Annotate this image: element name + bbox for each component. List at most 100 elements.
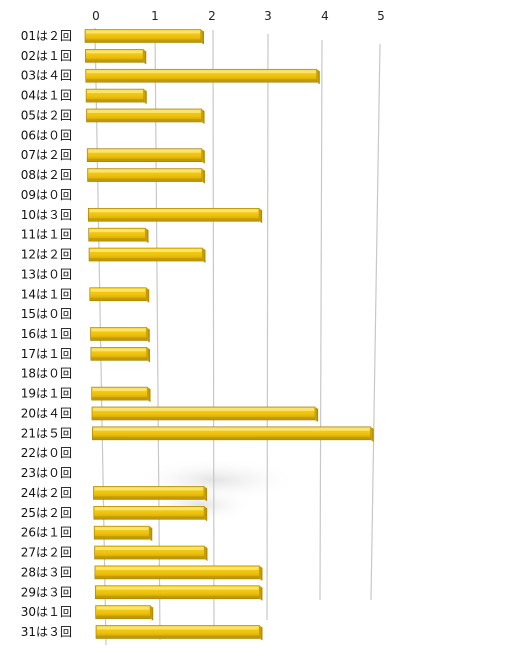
category-label: 09は０回 — [21, 188, 72, 202]
bar — [88, 565, 263, 581]
x-axis-ticks: 0 1 2 3 4 5 — [92, 9, 385, 23]
bar-end — [201, 108, 205, 124]
bar — [87, 505, 208, 522]
bar — [81, 148, 205, 164]
bar-end — [204, 506, 208, 522]
category-label: 22は０回 — [21, 446, 72, 460]
category-label: 15は０回 — [21, 307, 72, 321]
bar-end — [259, 565, 263, 581]
grid-line-4 — [319, 39, 323, 601]
bar-highlight — [96, 606, 150, 610]
bar-end — [259, 585, 263, 601]
category-label: 27は２回 — [21, 546, 72, 560]
bar — [79, 49, 147, 65]
bar-shadow — [87, 158, 202, 162]
bar-end — [370, 426, 374, 442]
bar-shadow — [88, 218, 260, 222]
x-tick-label: 2 — [208, 9, 216, 23]
category-label: 05は２回 — [21, 108, 72, 122]
bar-highlight — [96, 626, 259, 630]
category-label: 23は０回 — [21, 466, 72, 480]
bar-end — [147, 387, 151, 403]
category-label: 01は２回 — [21, 29, 72, 43]
bar-highlight — [88, 169, 201, 173]
bar-shadow — [95, 615, 151, 619]
bar-highlight — [90, 288, 146, 292]
grid-line-3 — [266, 33, 269, 621]
bar — [82, 227, 149, 244]
bar — [84, 347, 150, 363]
bar-shadow — [90, 337, 147, 341]
bar-highlight — [86, 70, 316, 74]
bar-end — [201, 168, 205, 184]
category-labels: 01は２回 02は１回 03は４回 04は１回 05は２回 06は０回 07は２回 08は２回… — [21, 29, 72, 639]
bar-highlight — [89, 229, 145, 233]
bar — [89, 605, 154, 621]
bar — [79, 29, 204, 45]
bar-highlight — [95, 527, 149, 531]
bar-highlight — [91, 328, 146, 332]
bar-shadow — [85, 79, 317, 83]
bar-highlight — [92, 407, 315, 411]
bar-end — [143, 49, 147, 65]
bar-end — [146, 347, 150, 363]
bar-shadow — [95, 635, 260, 639]
bar — [84, 327, 150, 343]
bar-shadow — [85, 39, 201, 43]
category-label: 17は１回 — [21, 347, 72, 361]
category-label: 18は０回 — [21, 367, 72, 381]
bar-shadow — [89, 297, 147, 301]
x-tick-label: 4 — [321, 9, 329, 23]
bar-shadow — [85, 59, 144, 63]
bar-highlight — [94, 507, 204, 511]
bar-end — [146, 327, 150, 343]
bar-end — [202, 248, 206, 264]
category-label: 07は２回 — [21, 148, 72, 162]
bar — [87, 486, 208, 502]
category-label: 10は３回 — [21, 208, 72, 222]
bar-highlight — [93, 427, 370, 431]
bar-highlight — [94, 487, 204, 491]
category-label: 19は１回 — [21, 387, 72, 401]
bar-highlight — [92, 388, 147, 392]
bar-shadow — [94, 536, 150, 540]
bar-shadow — [89, 258, 203, 262]
bar-end — [204, 546, 208, 562]
bar-end — [143, 89, 147, 105]
category-label: 14は１回 — [21, 287, 72, 301]
bar — [89, 585, 263, 601]
bar-shadow — [94, 575, 260, 579]
bar-highlight — [96, 586, 259, 590]
bar-end — [316, 69, 320, 85]
bar-shadow — [88, 238, 146, 242]
bar — [83, 247, 206, 264]
bar — [85, 406, 319, 422]
bar-highlight — [89, 209, 259, 213]
bar-end — [315, 406, 319, 422]
bar — [85, 386, 151, 403]
x-tick-label: 0 — [92, 9, 100, 23]
bar-end — [204, 486, 208, 502]
category-label: 31は３回 — [21, 625, 72, 639]
bar-end — [201, 148, 205, 164]
category-label: 08は２回 — [21, 168, 72, 182]
bar-end — [145, 228, 149, 244]
bar-shadow — [91, 416, 316, 420]
bars — [79, 29, 374, 641]
bar-highlight — [90, 249, 202, 253]
bar-end — [150, 605, 154, 621]
bar-highlight — [88, 149, 201, 153]
bar-highlight — [95, 566, 259, 570]
bar-end — [149, 526, 153, 542]
bar — [79, 68, 320, 85]
bar-shadow — [87, 178, 202, 182]
bar-highlight — [86, 30, 200, 34]
bar — [81, 168, 205, 184]
bar — [89, 625, 263, 641]
x-tick-label: 5 — [377, 9, 385, 23]
bar-shadow — [86, 118, 202, 122]
grid-line-1 — [154, 29, 161, 641]
category-label: 16は１回 — [21, 327, 72, 341]
bar-end — [259, 208, 263, 224]
